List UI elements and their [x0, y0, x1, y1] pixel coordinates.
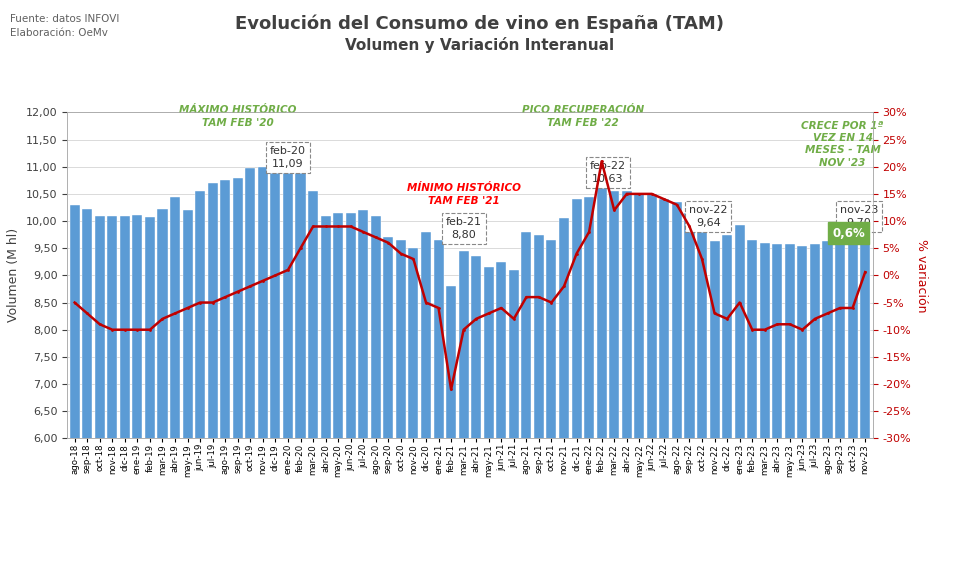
Y-axis label: % variación: % variación	[915, 239, 927, 312]
Bar	[421, 232, 431, 562]
Bar	[710, 241, 719, 562]
Text: PICO RECUPERACIÓN
TAM FEB '22: PICO RECUPERACIÓN TAM FEB '22	[522, 105, 643, 128]
Bar	[446, 286, 456, 562]
Bar	[772, 244, 783, 562]
Bar	[371, 216, 381, 562]
Bar	[509, 270, 519, 562]
Bar	[246, 168, 255, 562]
Bar	[270, 167, 280, 562]
Bar	[157, 209, 168, 562]
Bar	[471, 256, 481, 562]
Bar	[646, 194, 657, 562]
Bar	[660, 200, 669, 562]
Bar	[308, 191, 318, 562]
Bar	[170, 197, 180, 562]
Y-axis label: Volumen (M hl): Volumen (M hl)	[8, 228, 20, 323]
Bar	[722, 235, 732, 562]
Text: nov-22
9,64: nov-22 9,64	[690, 205, 728, 228]
Bar	[283, 164, 293, 562]
Bar	[483, 268, 494, 562]
Bar	[784, 244, 795, 562]
Bar	[82, 209, 92, 562]
Bar	[496, 262, 506, 562]
Bar	[258, 167, 268, 562]
Bar	[634, 194, 644, 562]
Text: 0,6%: 0,6%	[832, 226, 865, 239]
Bar	[396, 240, 406, 562]
Bar	[848, 241, 857, 562]
Bar	[584, 197, 595, 562]
Bar	[735, 225, 745, 562]
Bar	[295, 162, 306, 562]
Bar	[359, 210, 368, 562]
Text: feb-21
8,80: feb-21 8,80	[446, 217, 481, 240]
Bar	[433, 240, 444, 562]
Text: Evolución del Consumo de vino en España (TAM): Evolución del Consumo de vino en España …	[235, 14, 724, 33]
Bar	[132, 215, 143, 562]
Bar	[672, 202, 682, 562]
Bar	[145, 217, 155, 562]
Bar	[95, 216, 105, 562]
Bar	[810, 244, 820, 562]
Bar	[221, 180, 230, 562]
Bar	[320, 216, 331, 562]
Bar	[409, 248, 418, 562]
Bar	[685, 213, 694, 562]
Text: MÍNIMO HISTÓRICO
TAM FEB '21: MÍNIMO HISTÓRICO TAM FEB '21	[407, 183, 521, 206]
Text: nov-23
9,70: nov-23 9,70	[840, 205, 878, 228]
Text: Volumen y Variación Interanual: Volumen y Variación Interanual	[345, 37, 614, 52]
Bar	[70, 205, 80, 562]
Text: CRECE POR 1ª
VEZ EN 14
MESES - TAM
NOV '23: CRECE POR 1ª VEZ EN 14 MESES - TAM NOV '…	[802, 121, 884, 167]
Text: feb-20
11,09: feb-20 11,09	[270, 146, 306, 169]
Bar	[747, 240, 758, 562]
Bar	[621, 191, 632, 562]
Text: MÁXIMO HISTÓRICO
TAM FEB '20: MÁXIMO HISTÓRICO TAM FEB '20	[179, 105, 296, 128]
Bar	[458, 251, 469, 562]
Bar	[797, 246, 807, 562]
Bar	[823, 241, 832, 562]
Bar	[835, 241, 845, 562]
Bar	[860, 237, 870, 562]
Bar	[384, 237, 393, 562]
Bar	[195, 191, 205, 562]
Bar	[596, 187, 607, 562]
Bar	[120, 216, 129, 562]
Text: feb-22
10,63: feb-22 10,63	[590, 161, 626, 184]
Bar	[534, 235, 544, 562]
Bar	[333, 213, 343, 562]
Bar	[208, 183, 218, 562]
Bar	[609, 191, 620, 562]
Bar	[345, 213, 356, 562]
Bar	[182, 210, 193, 562]
Text: Fuente: datos INFOVI
Elaboración: OeMv: Fuente: datos INFOVI Elaboración: OeMv	[10, 14, 119, 38]
Bar	[697, 225, 707, 562]
Bar	[522, 232, 531, 562]
Bar	[233, 178, 243, 562]
Bar	[107, 216, 117, 562]
Bar	[559, 219, 569, 562]
Bar	[760, 243, 770, 562]
Bar	[547, 240, 556, 562]
Bar	[572, 200, 581, 562]
